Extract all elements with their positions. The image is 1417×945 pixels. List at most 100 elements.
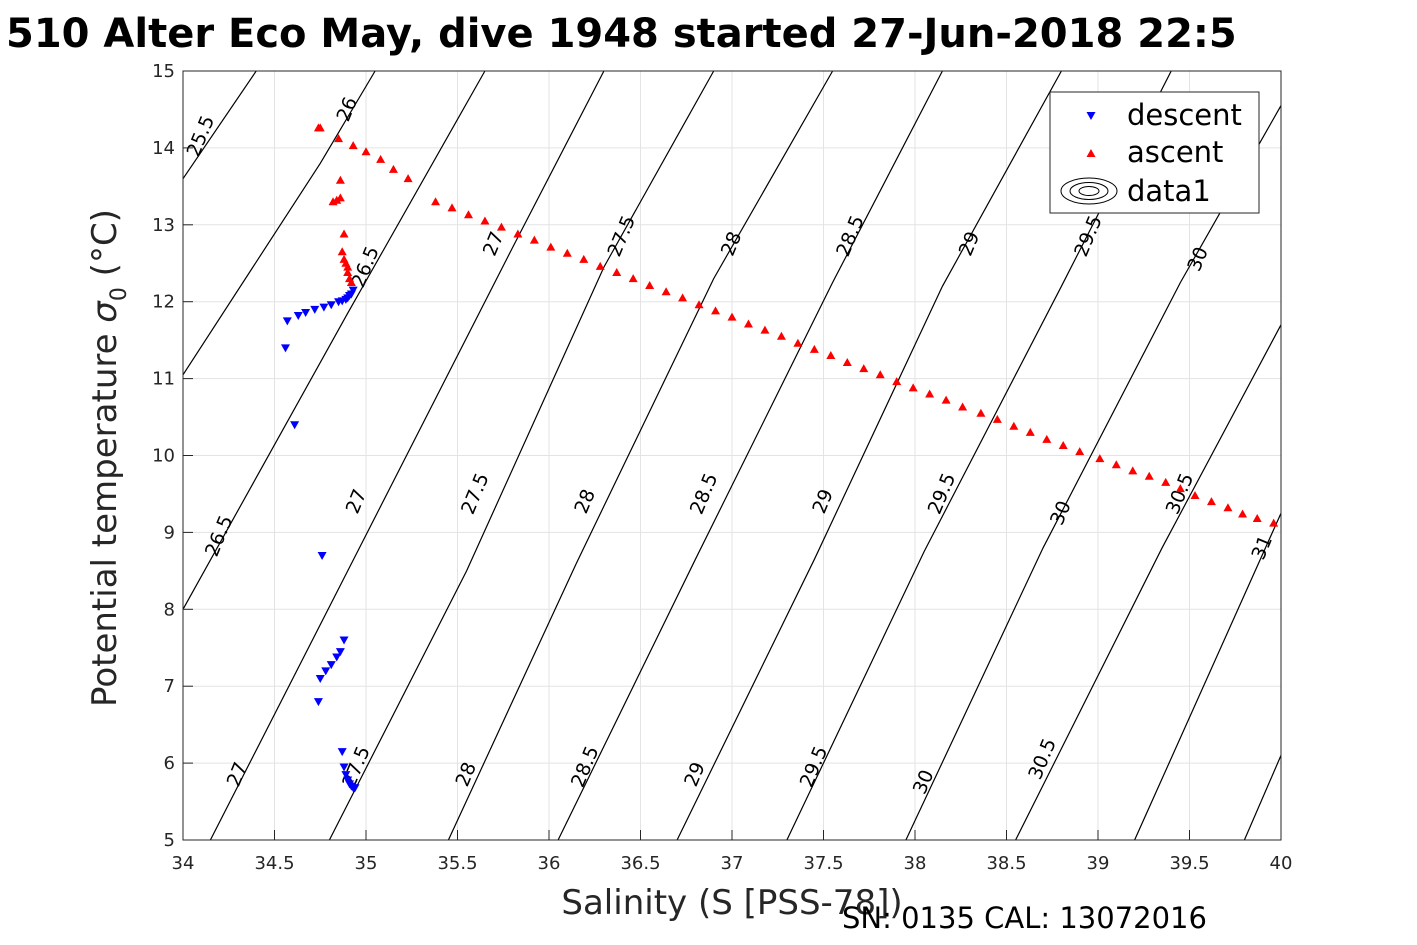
- isopycnal-line: [447, 70, 834, 841]
- ascent-point: [958, 402, 968, 411]
- ascent-point: [809, 344, 819, 353]
- descent-point: [301, 308, 311, 317]
- legend-box: [1049, 91, 1260, 214]
- y-tick-label: 6: [164, 753, 175, 774]
- ascent-point: [1206, 497, 1216, 506]
- x-tick-label: 34.5: [254, 853, 294, 874]
- x-tick-label: 39.5: [1169, 853, 1209, 874]
- ascent-point: [645, 281, 655, 290]
- ascent-point: [1111, 460, 1121, 469]
- isopycnal-line: [182, 70, 486, 610]
- ascent-point: [513, 229, 523, 238]
- ascent-point: [496, 222, 506, 231]
- ascent-point: [337, 247, 347, 256]
- y-axis-ticks: 5 6 7 8 9 10 11 12 13 14 15: [152, 61, 193, 851]
- descent-point: [293, 312, 303, 321]
- ascent-point: [1161, 477, 1171, 486]
- ascent-point: [345, 274, 355, 283]
- ascent-point: [612, 267, 622, 276]
- ascent-point: [343, 267, 353, 276]
- descent-point: [326, 661, 336, 670]
- x-tick-label: 36: [538, 853, 561, 874]
- ascent-point: [793, 338, 803, 347]
- ascent-point: [1190, 490, 1200, 499]
- descent-point: [290, 421, 300, 430]
- grid-lines: [182, 70, 1282, 841]
- ascent-point: [595, 261, 605, 270]
- isopycnal-line: [209, 70, 605, 841]
- ascent-point: [1025, 427, 1035, 436]
- x-tick-label: 34: [172, 853, 195, 874]
- descent-point: [317, 551, 327, 560]
- ascent-point: [529, 235, 539, 244]
- isopycnal-line: [1015, 324, 1282, 841]
- ascent-point: [334, 134, 344, 143]
- ascent-point: [941, 395, 951, 404]
- x-tick-label: 38.5: [986, 853, 1026, 874]
- ascent-point: [335, 175, 345, 184]
- ascent-point: [842, 357, 852, 366]
- ascent-point: [1144, 471, 1154, 480]
- x-tick-label: 35.5: [437, 853, 477, 874]
- ascent-point: [976, 408, 986, 417]
- x-tick-label: 37: [721, 853, 744, 874]
- descent-point: [321, 667, 331, 676]
- ascent-point: [826, 351, 836, 360]
- x-axis-ticks: 34 34.5 35 35.5 36 36.5 37 37.5 38 38.5 39 39.5 40: [172, 830, 1293, 874]
- legend-data1-label: data1: [1127, 174, 1211, 208]
- ascent-point: [1252, 514, 1262, 523]
- ascent-point: [727, 312, 737, 321]
- legend-contour-icon: [1060, 177, 1118, 205]
- legend-ascent-marker: [1086, 149, 1096, 157]
- y-axis-label-symbol: σ: [85, 300, 125, 323]
- ascent-point: [1009, 421, 1019, 430]
- ascent-point: [579, 254, 589, 263]
- x-tick-label: 35: [355, 853, 378, 874]
- isopycnal-line: [1134, 512, 1282, 841]
- isopycnal-line: [182, 70, 376, 376]
- chart-title: 510 Alter Eco May, dive 1948 started 27-…: [6, 11, 1237, 57]
- x-tick-label: 38: [904, 853, 927, 874]
- descent-point: [280, 344, 290, 353]
- ascent-point: [743, 319, 753, 328]
- ascent-point: [1269, 518, 1279, 527]
- ascent-point: [892, 377, 902, 386]
- serial-calibration-info: SN: 0135 CAL: 13072016: [842, 901, 1207, 935]
- isopycnal-contours: [182, 70, 1282, 841]
- isopycnal-line: [676, 70, 1062, 841]
- ascent-point: [315, 123, 325, 132]
- y-tick-label: 5: [164, 830, 175, 851]
- isopycnal-line: [557, 70, 943, 841]
- ascent-point: [661, 287, 671, 296]
- x-axis-label: Salinity (S [PSS-78]): [561, 883, 902, 923]
- ascent-point: [361, 147, 371, 156]
- ascent-point: [908, 383, 918, 392]
- ascent-point: [859, 364, 869, 373]
- y-tick-label: 9: [164, 522, 175, 543]
- ascent-point: [431, 197, 441, 206]
- legend[interactable]: descent ascent data1: [1049, 91, 1260, 214]
- descent-point: [332, 653, 342, 662]
- ascent-point: [1128, 466, 1138, 475]
- ascent-point: [711, 306, 721, 315]
- ascent-point: [1042, 434, 1052, 443]
- descent-point: [315, 675, 325, 684]
- ascent-point: [1095, 454, 1105, 463]
- descent-point: [339, 636, 349, 645]
- legend-ascent-label: ascent: [1127, 135, 1223, 169]
- x-tick-label: 36.5: [620, 853, 660, 874]
- ascent-point: [339, 254, 349, 263]
- y-axis-label-unit: (°C): [85, 209, 125, 287]
- y-axis-label: Potential temperature σ0 (°C): [85, 209, 132, 707]
- x-tick-label: 39: [1087, 853, 1110, 874]
- descent-point: [341, 771, 351, 780]
- descent-series: [280, 286, 360, 793]
- ascent-point: [480, 216, 490, 225]
- x-tick-label: 40: [1270, 853, 1293, 874]
- y-tick-label: 12: [152, 292, 175, 313]
- y-tick-label: 10: [152, 446, 175, 467]
- ascent-point: [403, 174, 413, 183]
- ascent-point: [694, 300, 704, 309]
- legend-descent-marker: [1086, 112, 1096, 120]
- descent-point: [339, 763, 349, 772]
